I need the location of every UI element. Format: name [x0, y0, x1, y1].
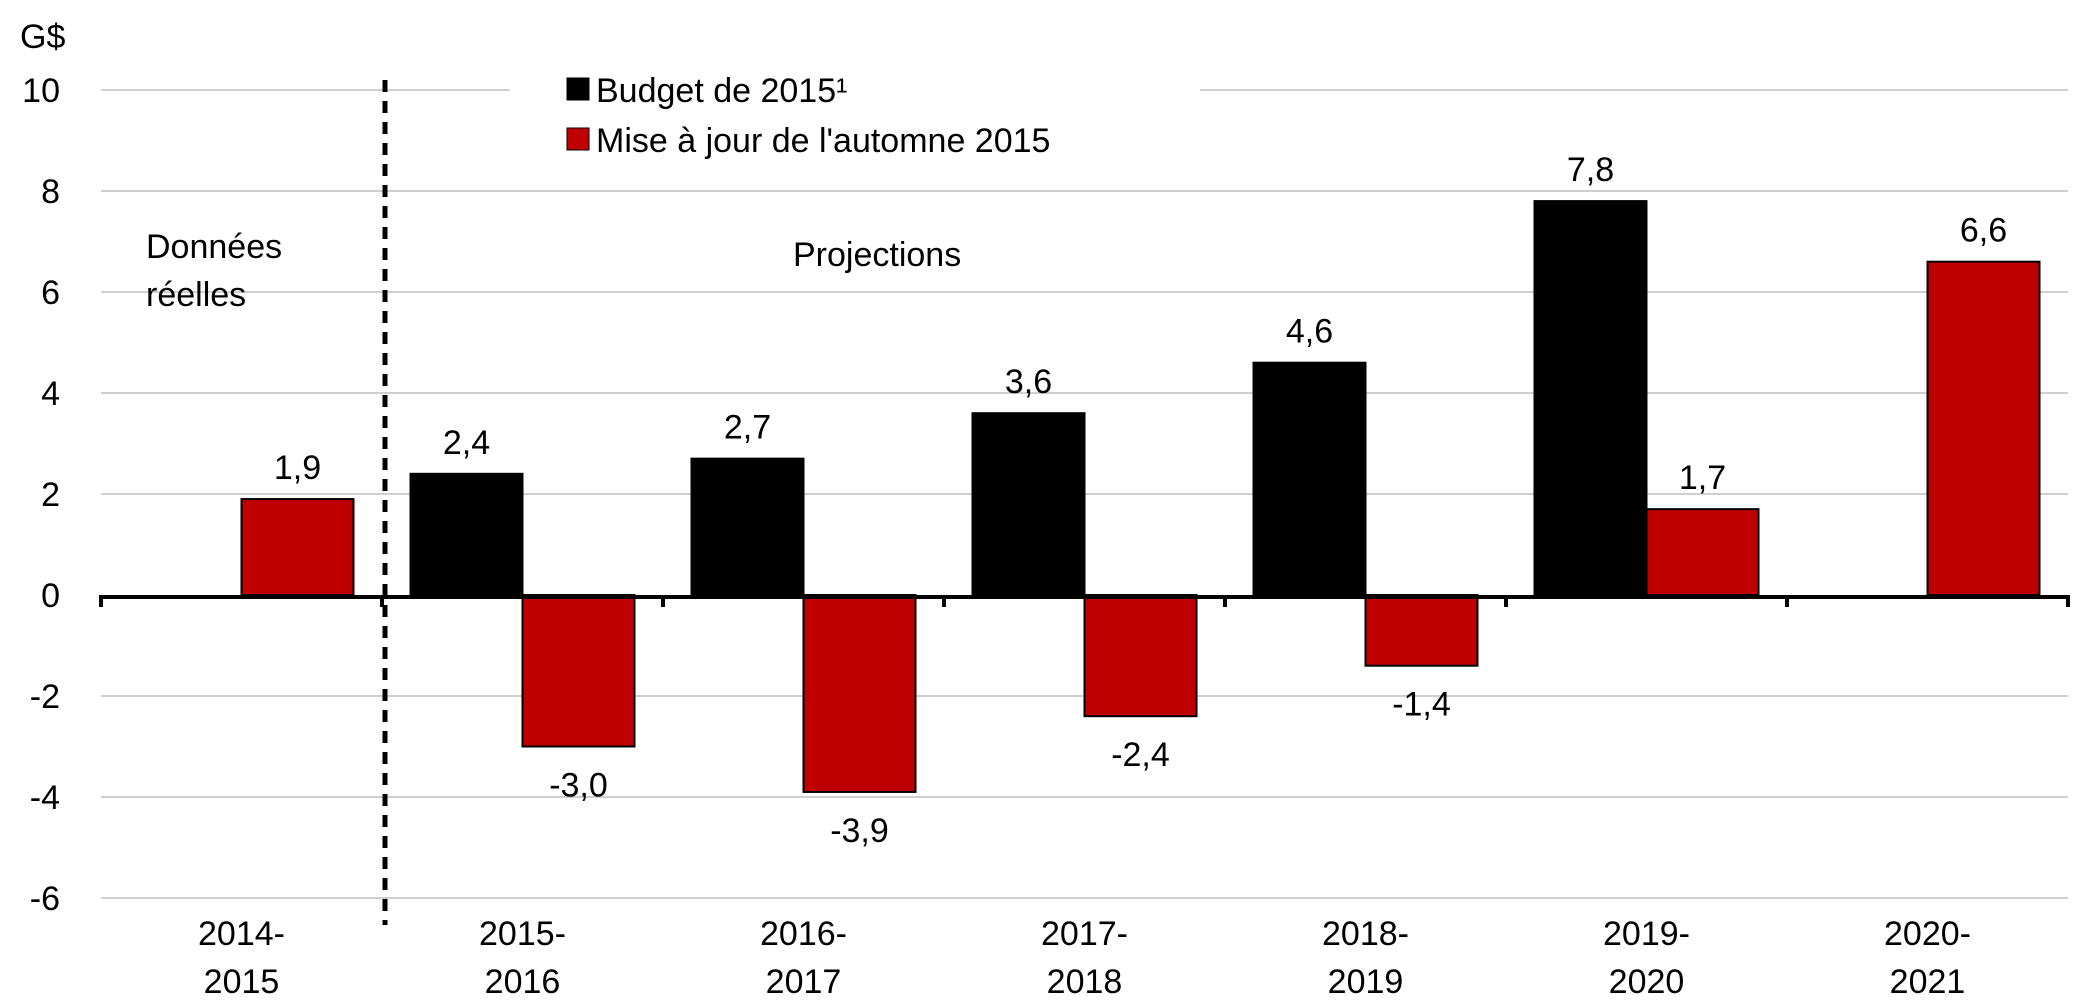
x-tick-label: 2019 [1328, 963, 1404, 1001]
y-tick-label: 4 [41, 375, 60, 413]
x-tick-label: 2016- [760, 915, 847, 953]
y-tick-label: 10 [22, 72, 60, 110]
legend-label-budget: Budget de 2015¹ [596, 72, 847, 110]
data-label: -3,9 [830, 812, 889, 850]
x-tick-label: 2021 [1890, 963, 1966, 1001]
y-tick-label: -4 [30, 779, 60, 817]
x-tick-label: 2019- [1603, 915, 1690, 953]
data-label: 2,4 [443, 424, 490, 462]
y-tick-label: 2 [41, 476, 60, 514]
x-tick-label: 2018 [1047, 963, 1123, 1001]
legend-swatch-budget [566, 77, 590, 101]
value-labels: 1,9 2,4 -3,0 2,7 -3,9 3,6 -2,4 4,6 -1,4 7,8 1,7 6,6 [274, 151, 2007, 850]
bar-budget-2015 [1252, 361, 1367, 597]
y-tick-label: 0 [41, 577, 60, 615]
x-axis-ticks [99, 595, 2070, 607]
bar-budget-2015 [690, 457, 805, 596]
annotation-projections: Projections [793, 236, 961, 274]
bar-fall-update-2015 [1083, 594, 1198, 718]
x-tick-label: 2020 [1609, 963, 1685, 1001]
data-label: 1,9 [274, 449, 321, 487]
x-axis-labels: 2014- 2015 2015- 2016 2016- 2017 2017- 2018 2018… [198, 915, 1971, 1001]
bar-fall-update-2015 [802, 594, 917, 793]
annotation-actual-line2: réelles [146, 276, 246, 314]
bar-fall-update-2015 [240, 498, 355, 596]
data-label: -3,0 [549, 767, 608, 805]
data-label: -2,4 [1111, 736, 1170, 774]
legend: Budget de 2015¹ Mise à jour de l'automne… [510, 62, 1200, 172]
y-axis-unit-label: G$ [20, 18, 65, 56]
data-label: 3,6 [1005, 363, 1052, 401]
data-label: 1,7 [1679, 459, 1726, 497]
bar-budget-2015 [409, 472, 524, 596]
y-tick-label: 8 [41, 173, 60, 211]
x-tick-label: 2015 [204, 963, 280, 1001]
x-tick-label: 2017- [1041, 915, 1128, 953]
x-tick-label: 2016 [485, 963, 561, 1001]
data-label: 2,7 [724, 409, 771, 447]
data-label: -1,4 [1392, 686, 1451, 724]
y-tick-label: 6 [41, 274, 60, 312]
legend-label-update: Mise à jour de l'automne 2015 [596, 122, 1050, 160]
x-tick-label: 2017 [766, 963, 842, 1001]
x-tick-label: 2018- [1322, 915, 1409, 953]
data-label: 6,6 [1960, 212, 2007, 250]
bar-budget-2015 [1533, 200, 1648, 596]
bar-fall-update-2015 [1364, 594, 1479, 667]
bar-fall-update-2015 [1926, 260, 2041, 596]
legend-swatch-update [566, 127, 590, 151]
bar-budget-2015 [971, 412, 1086, 597]
y-tick-label: -2 [30, 678, 60, 716]
x-tick-label: 2014- [198, 915, 285, 953]
y-axis: 10 8 6 4 2 0 -2 -4 -6 [22, 72, 60, 918]
annotation-actual-line1: Données [146, 228, 282, 266]
legend-box [510, 62, 1200, 172]
y-tick-label: -6 [30, 880, 60, 918]
data-label: 7,8 [1567, 151, 1614, 189]
bar-fall-update-2015 [521, 594, 636, 748]
bars [240, 200, 2041, 793]
data-label: 4,6 [1286, 313, 1333, 351]
x-tick-label: 2015- [479, 915, 566, 953]
x-tick-label: 2020- [1884, 915, 1971, 953]
bar-fall-update-2015 [1645, 508, 1760, 596]
